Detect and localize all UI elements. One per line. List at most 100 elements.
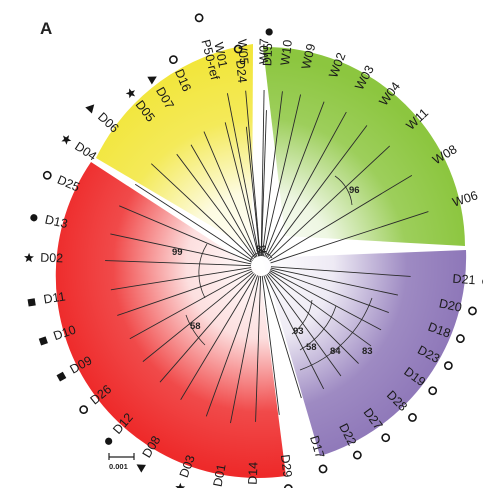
branch-stem bbox=[264, 228, 276, 257]
branch-stem bbox=[223, 241, 253, 261]
branch-stem bbox=[267, 272, 292, 297]
leaf-d02: D02 bbox=[24, 251, 63, 265]
leaf-d21: D21 bbox=[452, 272, 483, 288]
arc-purple-mid bbox=[299, 305, 337, 351]
branch-w04 bbox=[284, 125, 368, 235]
branch-d24 bbox=[245, 126, 259, 237]
branch-w05 bbox=[245, 90, 258, 227]
branch-stem bbox=[217, 267, 252, 274]
star-marker-icon bbox=[61, 135, 72, 145]
branch-d09 bbox=[129, 286, 223, 340]
triangle-marker-icon bbox=[136, 464, 146, 473]
branch-d03 bbox=[205, 307, 247, 417]
branch-d16 bbox=[203, 131, 250, 239]
leaf-label: W10 bbox=[278, 39, 295, 66]
open-circle-marker-icon bbox=[428, 386, 438, 396]
leaf-d11: D11 bbox=[27, 289, 66, 307]
branch-p50-ref bbox=[224, 122, 255, 237]
leaf-d24: D24 bbox=[233, 44, 249, 84]
branch-d12 bbox=[159, 298, 233, 383]
branch-stem bbox=[245, 275, 259, 308]
open-circle-marker-icon bbox=[456, 334, 465, 343]
bootstrap-d-lower: 58 bbox=[190, 321, 201, 332]
branch-d14 bbox=[255, 309, 260, 422]
open-circle-marker-icon bbox=[79, 405, 89, 415]
bootstrap-purple-d: 83 bbox=[362, 346, 373, 357]
branch-d08 bbox=[180, 303, 239, 400]
leaf-label: D24 bbox=[233, 59, 249, 83]
branch-stem bbox=[217, 256, 252, 265]
open-circle-marker-icon bbox=[283, 484, 293, 488]
leaf-d20: D20 bbox=[438, 296, 477, 316]
branch-stem bbox=[257, 236, 261, 257]
leaf-label: D11 bbox=[42, 289, 66, 306]
branch-d02 bbox=[105, 260, 218, 265]
branch-stem bbox=[262, 226, 271, 257]
leaf-label: D20 bbox=[438, 296, 463, 314]
branch-stem bbox=[269, 245, 296, 262]
leaf-label: D17 bbox=[307, 434, 327, 460]
open-circle-marker-icon bbox=[352, 450, 362, 460]
branch-d27 bbox=[285, 299, 342, 377]
scale-bar: 0.001 bbox=[108, 453, 135, 471]
branch-stem bbox=[217, 264, 252, 267]
branch-d17 bbox=[272, 306, 302, 399]
open-circle-marker-icon bbox=[168, 55, 178, 65]
branch-stem bbox=[219, 268, 252, 281]
branch-stem bbox=[253, 236, 260, 257]
branch-w09 bbox=[269, 94, 302, 228]
branch-stem bbox=[260, 236, 263, 257]
branch-stem bbox=[248, 238, 258, 257]
open-circle-marker-icon bbox=[318, 464, 328, 474]
branch-stem bbox=[252, 275, 260, 310]
bootstrap-root: 82 bbox=[256, 244, 267, 255]
open-circle-marker-icon bbox=[408, 413, 417, 422]
branch-w02 bbox=[274, 101, 325, 229]
branch-stem bbox=[231, 273, 255, 300]
triangle-marker-icon bbox=[85, 104, 95, 114]
tree-branches bbox=[105, 90, 429, 424]
leaf-w07: W07 bbox=[257, 38, 271, 64]
open-circle-marker-icon bbox=[194, 13, 204, 23]
branch-stem bbox=[265, 230, 281, 258]
branch-d06 bbox=[150, 163, 230, 237]
star-marker-icon bbox=[24, 252, 34, 263]
branch-stem bbox=[259, 275, 262, 310]
branch-stem bbox=[252, 226, 260, 257]
branch-stem bbox=[226, 271, 254, 295]
branch-w01 bbox=[226, 93, 254, 227]
arc-d-red-lower bbox=[185, 314, 206, 346]
branch-d19 bbox=[294, 290, 372, 347]
branch-stem bbox=[270, 267, 303, 276]
leaf-label: D01 bbox=[211, 463, 229, 488]
leaf-d17: D17 bbox=[307, 434, 328, 474]
leaf-label: W09 bbox=[299, 42, 318, 70]
leaf-label: D21 bbox=[452, 272, 476, 288]
branch-d10 bbox=[117, 279, 220, 316]
branch-stem bbox=[263, 275, 274, 307]
bootstrap-purple-a: 93 bbox=[293, 326, 304, 337]
branch-d15 bbox=[261, 110, 267, 237]
triangle-marker-icon bbox=[147, 76, 157, 85]
branch-w11 bbox=[289, 145, 391, 240]
leaf-d29: D29 bbox=[278, 454, 295, 488]
branch-w07 bbox=[261, 90, 265, 227]
branch-stem bbox=[237, 274, 257, 304]
leaf-label: D15 bbox=[260, 43, 275, 66]
branch-d28 bbox=[290, 295, 359, 364]
arc-d-red bbox=[198, 243, 208, 299]
bootstrap-d-upper: 99 bbox=[172, 247, 183, 258]
branch-d05 bbox=[176, 153, 244, 243]
branch-d01 bbox=[230, 309, 254, 424]
branch-stem bbox=[261, 275, 267, 308]
square-marker-icon bbox=[27, 298, 36, 307]
branch-d13 bbox=[110, 233, 219, 258]
branch-d22 bbox=[279, 303, 325, 390]
arc-w-clade bbox=[334, 175, 353, 206]
branch-stem bbox=[245, 239, 257, 258]
branch-d23 bbox=[297, 285, 382, 331]
bootstrap-purple-c: 84 bbox=[330, 346, 341, 357]
leaf-w01: W01 bbox=[211, 41, 230, 69]
leaf-w09: W09 bbox=[299, 42, 318, 70]
branch-stem bbox=[269, 270, 299, 287]
